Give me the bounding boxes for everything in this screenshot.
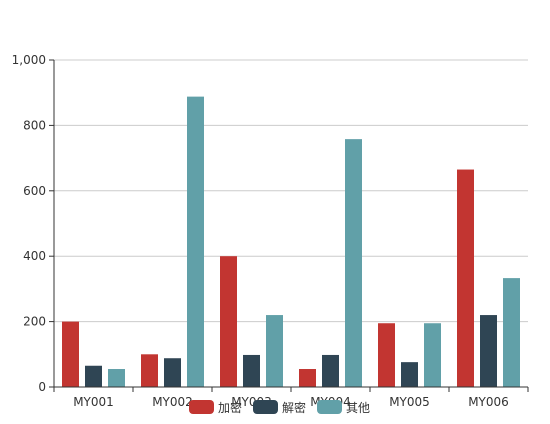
bar-MY001-解密[interactable] <box>85 365 102 387</box>
legend-item-加密[interactable]: 加密 <box>189 400 242 415</box>
bar-MY002-解密[interactable] <box>164 358 181 387</box>
y-tick-label: 200 <box>23 315 46 329</box>
x-tick-label: MY005 <box>389 395 430 409</box>
bar-MY001-其他[interactable] <box>108 369 125 387</box>
legend-item-其他[interactable]: 其他 <box>317 400 370 415</box>
bar-MY003-解密[interactable] <box>243 354 260 387</box>
bars <box>62 96 520 388</box>
legend-swatch <box>189 400 214 414</box>
y-tick-label: 600 <box>23 184 46 198</box>
x-tick-label: MY006 <box>468 395 509 409</box>
y-tick-label: 1,000 <box>12 53 46 67</box>
bar-MY004-加密[interactable] <box>299 369 316 387</box>
bar-MY006-解密[interactable] <box>480 315 497 387</box>
bar-MY005-其他[interactable] <box>424 323 441 387</box>
y-tick-label: 800 <box>23 118 46 132</box>
legend-label: 其他 <box>346 401 370 415</box>
bar-MY003-加密[interactable] <box>220 256 237 387</box>
bar-MY005-加密[interactable] <box>378 323 395 387</box>
bar-MY004-解密[interactable] <box>322 354 339 387</box>
legend: 加密 解密 其他 <box>189 400 370 415</box>
legend-swatch <box>253 400 278 414</box>
legend-item-解密[interactable]: 解密 <box>253 400 306 415</box>
gridlines <box>54 59 528 323</box>
y-tick-label: 0 <box>38 380 46 394</box>
x-tick-label: MY001 <box>73 395 114 409</box>
bar-MY006-加密[interactable] <box>457 169 474 387</box>
bar-MY002-其他[interactable] <box>187 96 204 388</box>
bar-MY002-加密[interactable] <box>141 354 158 387</box>
axes: 02004006008001,000MY001MY002MY003MY004MY… <box>12 53 529 409</box>
x-tick-label: MY002 <box>152 395 193 409</box>
bar-MY005-解密[interactable] <box>401 362 418 387</box>
legend-swatch <box>317 400 342 414</box>
bar-MY001-加密[interactable] <box>62 321 79 387</box>
bar-MY004-其他[interactable] <box>345 139 362 387</box>
bar-MY003-其他[interactable] <box>266 315 283 387</box>
legend-label: 解密 <box>282 400 306 415</box>
bar-MY006-其他[interactable] <box>503 278 520 387</box>
legend-label: 加密 <box>218 400 242 415</box>
y-tick-label: 400 <box>23 249 46 263</box>
